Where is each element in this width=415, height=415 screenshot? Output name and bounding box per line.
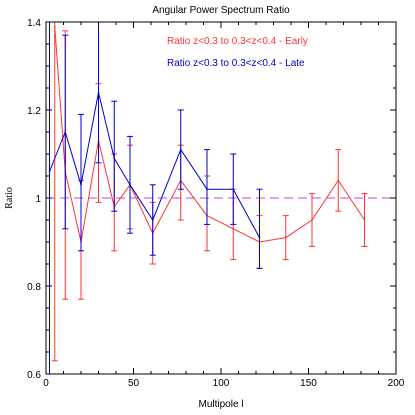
data-point [113, 157, 116, 160]
x-axis-title: Multipole l [198, 399, 243, 410]
data-point [337, 179, 340, 182]
data-point [179, 148, 182, 151]
y-axis-title: Ratio [4, 187, 15, 209]
data-point [48, 170, 51, 173]
y-tick-label: 0.8 [27, 282, 41, 293]
y-tick-label: 1.4 [27, 18, 41, 29]
series-layer [46, 21, 368, 375]
data-point [284, 236, 287, 239]
legend-entry: Ratio z<0.3 to 0.3<z<0.4 - Early [167, 36, 308, 47]
data-point [363, 219, 366, 221]
data-point [311, 219, 313, 221]
y-tick-label: 0.6 [27, 370, 41, 381]
series-1 [46, 21, 263, 375]
data-point [258, 236, 261, 239]
data-point [232, 228, 235, 230]
legend-entry: Ratio z<0.3 to 0.3<z<0.4 - Late [167, 58, 305, 69]
x-tick-label: 200 [388, 378, 405, 389]
x-tick-label: 100 [213, 378, 230, 389]
data-point [97, 91, 100, 94]
data-point [64, 131, 67, 133]
data-point [129, 184, 131, 186]
data-point [151, 219, 154, 221]
data-point [80, 184, 82, 186]
data-point [232, 188, 235, 190]
data-point [206, 188, 208, 190]
legend: Ratio z<0.3 to 0.3<z<0.4 - Early Ratio z<… [167, 36, 308, 69]
x-tick-label: 150 [300, 378, 317, 389]
x-tick-label: 50 [128, 378, 140, 389]
data-point [53, 25, 56, 28]
y-tick-label: 1.2 [27, 106, 41, 117]
axes-layer: 0 50 100 150 200 0.6 0.8 1 1.2 1.4 [27, 18, 405, 389]
chart-title: Angular Power Spectrum Ratio [152, 5, 290, 16]
x-tick-label: 0 [43, 378, 49, 389]
y-tick-label: 1 [35, 194, 41, 205]
